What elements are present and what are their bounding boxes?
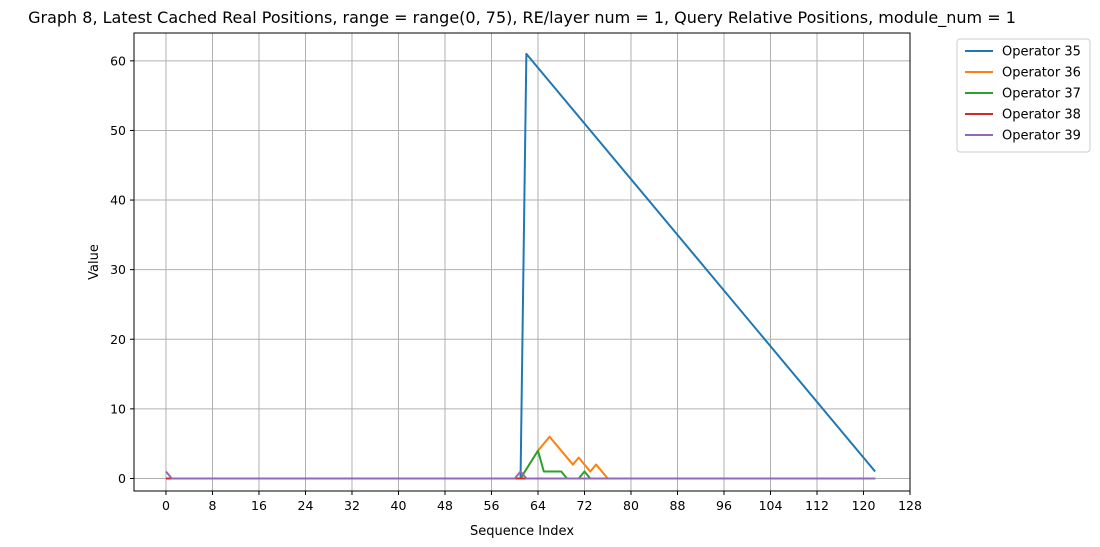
x-tick-label: 16 (251, 498, 267, 513)
y-tick-label: 10 (110, 401, 126, 416)
x-tick-label: 128 (898, 498, 922, 513)
x-tick-label: 56 (484, 498, 500, 513)
y-axis-ticks: 0 10 20 30 40 50 60 (110, 53, 134, 486)
x-tick-label: 72 (577, 498, 593, 513)
legend-item: Operator 38 (965, 108, 1081, 123)
x-axis-ticks: 0 8 16 24 32 40 48 56 64 72 80 88 96 104 112 120 128 (162, 491, 922, 513)
x-tick-label: 96 (716, 498, 732, 513)
legend-item: Operator 36 (965, 66, 1081, 81)
series-line-operator-39 (165, 470, 876, 480)
legend-box (956, 38, 1091, 153)
x-axis-label: Sequence Index (470, 524, 574, 539)
legend-label: Operator 39 (1002, 129, 1081, 144)
x-tick-label: 80 (623, 498, 639, 513)
y-axis-label: Value (87, 244, 102, 280)
legend-item: Operator 35 (965, 45, 1081, 60)
y-tick-label: 30 (110, 262, 126, 277)
x-tick-label: 64 (530, 498, 546, 513)
x-tick-label: 0 (162, 498, 170, 513)
series-line-operator-35 (165, 52, 876, 480)
legend-label: Operator 38 (1002, 108, 1081, 123)
chart-title: Graph 8, Latest Cached Real Positions, r… (28, 8, 1016, 28)
x-tick-label: 112 (805, 498, 829, 513)
y-tick-label: 20 (110, 332, 126, 347)
legend-item: Operator 37 (965, 87, 1081, 102)
x-tick-label: 48 (437, 498, 453, 513)
x-tick-label: 24 (298, 498, 314, 513)
series-line-operator-37 (165, 449, 876, 480)
legend-label: Operator 36 (1002, 66, 1081, 81)
legend-item: Operator 39 (965, 129, 1081, 144)
x-tick-label: 32 (344, 498, 360, 513)
y-tick-label: 40 (110, 193, 126, 208)
legend-label: Operator 37 (1002, 87, 1081, 102)
legend-label: Operator 35 (1002, 45, 1081, 60)
y-tick-label: 50 (110, 123, 126, 138)
y-tick-label: 0 (118, 471, 126, 486)
series-layer (165, 52, 876, 480)
x-tick-label: 88 (670, 498, 686, 513)
y-tick-label: 60 (110, 53, 126, 68)
x-tick-label: 8 (208, 498, 216, 513)
plot-frame (133, 32, 911, 492)
x-tick-label: 40 (391, 498, 407, 513)
x-tick-label: 104 (759, 498, 783, 513)
x-tick-label: 120 (852, 498, 876, 513)
legend: Operator 35 Operator 36 Operator 37 Operato… (956, 38, 1091, 153)
